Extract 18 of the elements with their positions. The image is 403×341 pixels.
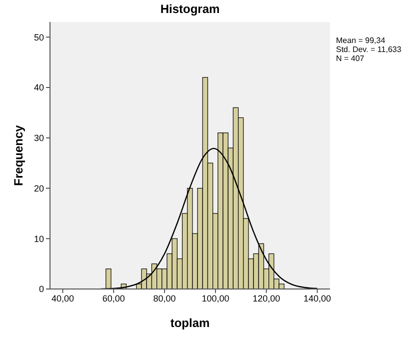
x-tick-label: 100,00 xyxy=(202,293,230,304)
chart-title: Histogram xyxy=(159,2,221,16)
y-tick-label: 0 xyxy=(38,284,44,294)
y-tick-label: 20 xyxy=(34,183,44,194)
x-tick-label: 140,00 xyxy=(304,293,332,304)
y-tick-label: 30 xyxy=(34,133,44,144)
x-tick-label: 40,00 xyxy=(51,293,74,304)
text: N = 407 xyxy=(336,54,366,63)
y-tick-label: 10 xyxy=(34,234,44,244)
x-tick-label: 120,00 xyxy=(252,293,280,304)
y-tick-label: 40 xyxy=(34,82,44,93)
text: Std. Dev. = 11,633 xyxy=(336,45,402,54)
text: Mean = 99,34 xyxy=(336,36,386,45)
x-tick-label: 60,00 xyxy=(102,293,125,304)
x-tick-label: 80,00 xyxy=(153,293,176,304)
y-axis-title: Frequency xyxy=(11,124,26,186)
x-axis-title: toplam xyxy=(170,316,210,330)
y-tick-label: 50 xyxy=(34,32,44,42)
